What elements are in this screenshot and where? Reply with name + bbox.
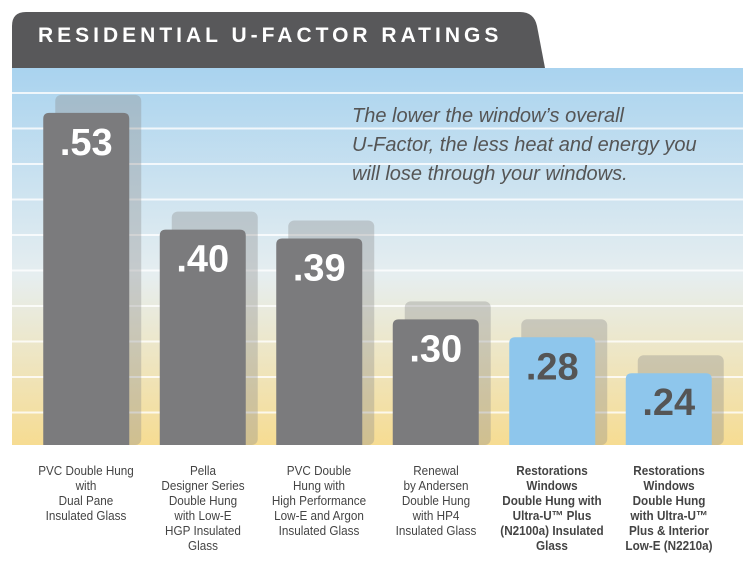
bar (392, 319, 479, 445)
plot-area (12, 68, 743, 445)
value-label: .24 (642, 382, 695, 424)
bar (509, 337, 596, 445)
x-tick-label: Pella Designer Series Double Hung with L… (161, 463, 245, 553)
x-tick-label: PVC Double Hung with Dual Pane Insulated… (38, 463, 135, 523)
bar (159, 229, 246, 445)
value-label: .40 (176, 239, 229, 281)
value-label: .30 (409, 328, 462, 370)
bar (43, 112, 130, 445)
annotation: The lower the window’s overall U-Factor,… (352, 105, 697, 185)
bar (625, 373, 712, 445)
x-tick-label: Restorations Windows Double Hung with Ul… (500, 463, 604, 553)
x-tick-label: PVC Double Hung with High Performance Lo… (272, 463, 367, 538)
value-label: .28 (526, 346, 579, 388)
x-tick-label: Renewal by Andersen Double Hung with HP4… (395, 463, 477, 538)
chart-title: RESIDENTIAL U-FACTOR RATINGS (38, 24, 503, 47)
x-tick-label: Restorations Windows Double Hung with Ul… (625, 463, 713, 553)
value-label: .53 (60, 122, 113, 164)
title-tab (12, 12, 545, 68)
value-label: .39 (293, 248, 346, 290)
bar (276, 238, 363, 445)
